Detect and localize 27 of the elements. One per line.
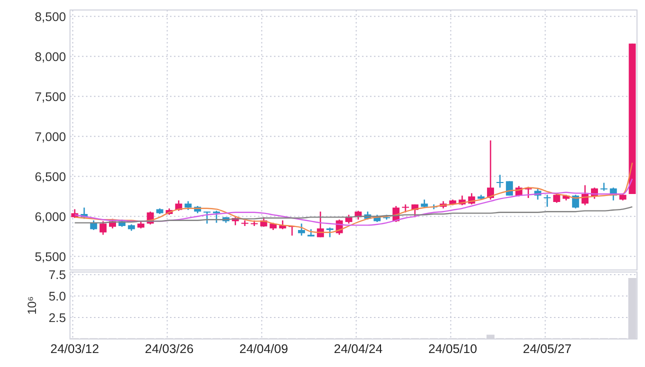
x-tick-label: 24/05/10 [428, 342, 478, 356]
y-tick-label: 7.5 [48, 268, 66, 282]
y-tick-label: 6,500 [34, 170, 66, 184]
x-tick-label: 24/03/12 [50, 342, 100, 356]
candlestick [204, 210, 211, 224]
x-tick-label: 24/05/27 [522, 342, 572, 356]
candlestick [241, 220, 248, 227]
y-axis-title: 10⁶ [25, 296, 39, 315]
x-tick-label: 24/04/09 [239, 342, 288, 356]
y-tick-label: 7,500 [34, 90, 66, 104]
y-tick-label: 2.5 [48, 310, 66, 325]
candlestick [298, 222, 306, 236]
candlestick [572, 194, 580, 210]
x-tick-label: 24/03/26 [144, 342, 194, 356]
y-tick-label: 8,000 [34, 50, 66, 64]
candlestick [496, 174, 504, 188]
candlestick [544, 194, 551, 208]
candlestick [326, 226, 334, 238]
y-tick-label: 7,000 [34, 130, 66, 144]
candlestick [524, 186, 532, 199]
y-tick-label: 8,500 [34, 10, 66, 24]
y-tick-label: 6,000 [34, 210, 66, 224]
candlestick [212, 210, 220, 224]
candlestick [100, 220, 107, 236]
y-tick-label: 5.0 [48, 289, 66, 304]
x-tick-label: 24/04/24 [334, 342, 383, 356]
y-tick-label: 5,500 [34, 250, 66, 264]
